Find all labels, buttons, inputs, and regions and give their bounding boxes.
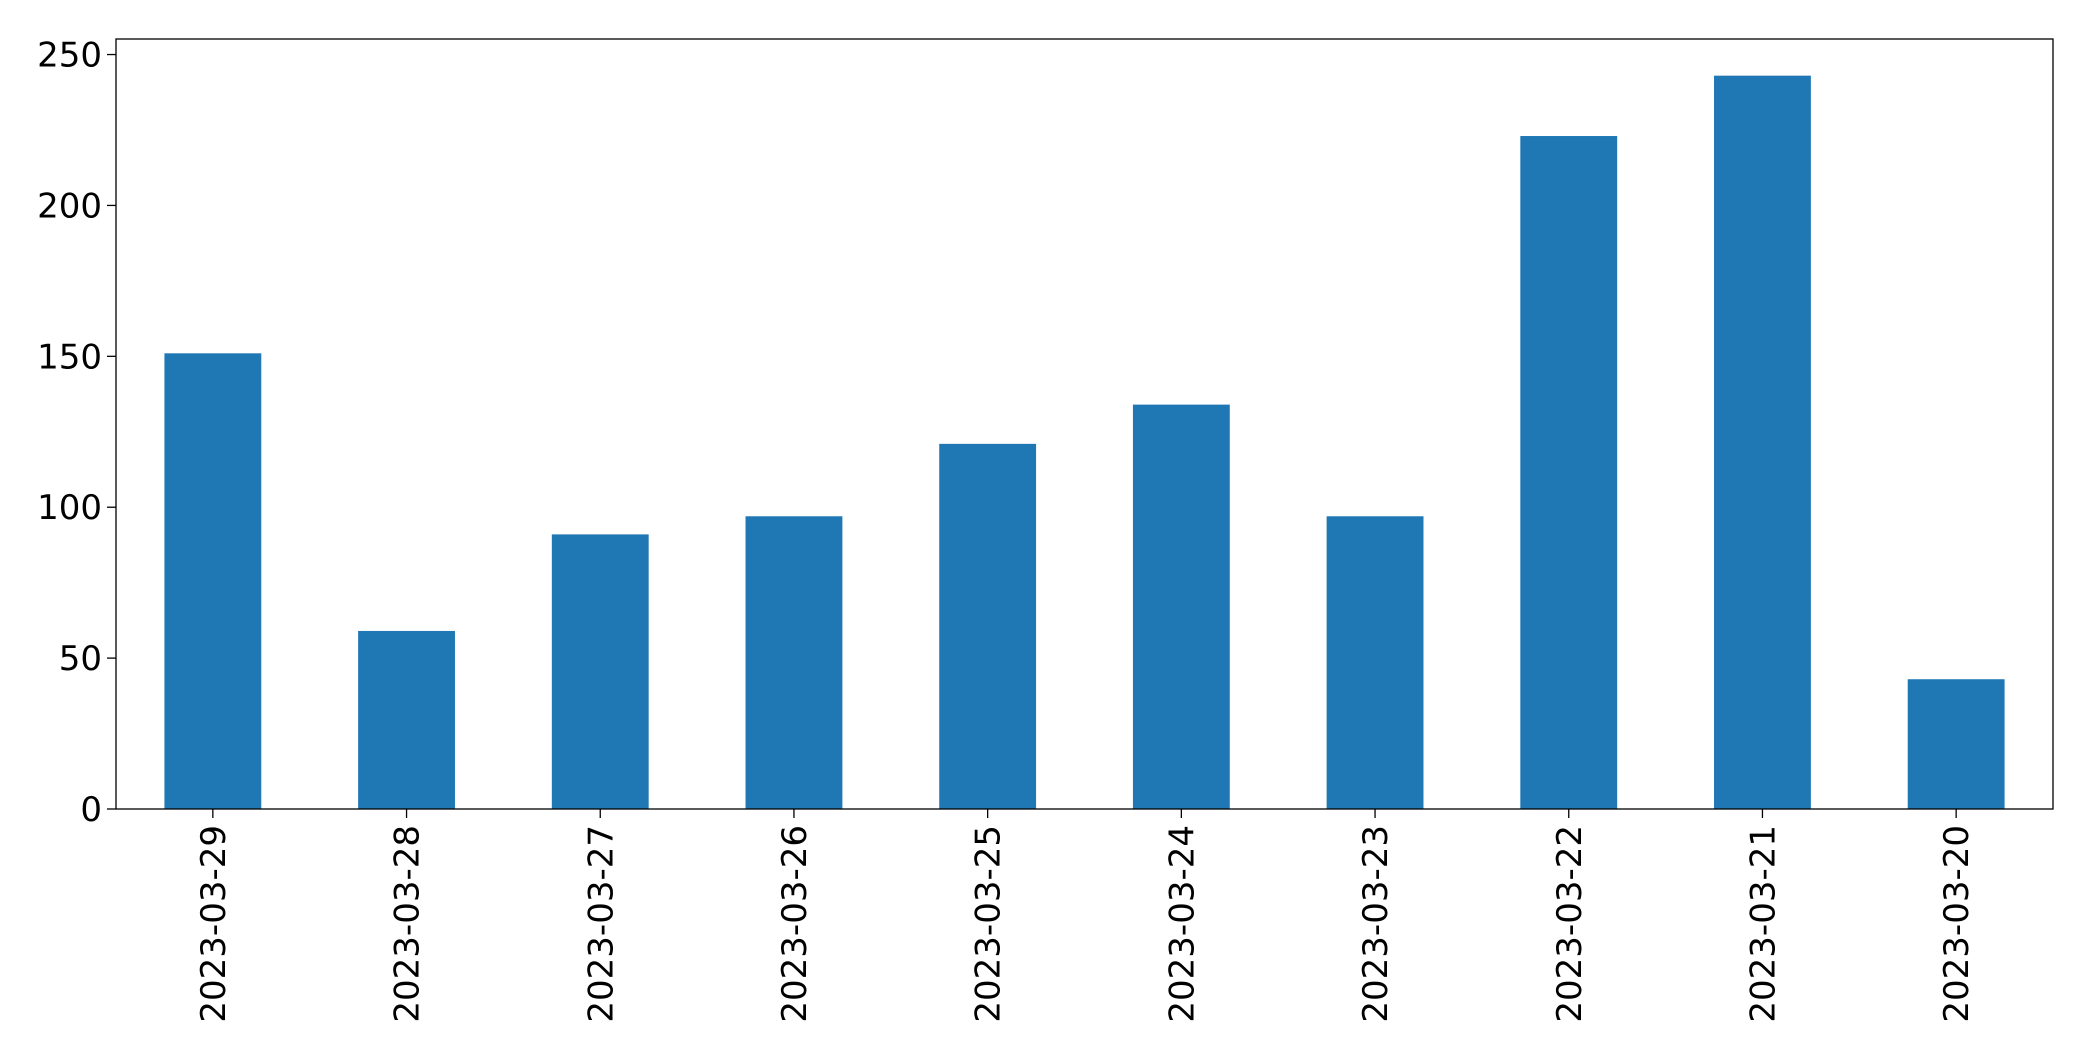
y-tick-label: 50 — [59, 639, 102, 679]
bar — [1714, 75, 1811, 809]
y-tick-label: 0 — [80, 790, 102, 830]
x-tick-label: 2023-03-29 — [194, 825, 234, 1023]
bar — [1907, 679, 2005, 809]
x-tick-label: 2023-03-21 — [1743, 825, 1783, 1023]
x-tick-label: 2023-03-25 — [969, 825, 1009, 1023]
x-tick-label: 2023-03-24 — [1162, 825, 1202, 1023]
x-tick-label: 2023-03-28 — [388, 825, 428, 1023]
y-tick-label: 100 — [37, 488, 102, 528]
y-tick-label: 200 — [37, 186, 102, 226]
y-tick-label: 250 — [37, 36, 102, 76]
bar — [358, 630, 455, 809]
bar — [939, 443, 1037, 809]
x-tick-label: 2023-03-27 — [581, 825, 621, 1023]
plot-frame — [115, 38, 2054, 810]
x-tick-label: 2023-03-23 — [1356, 825, 1396, 1023]
bar — [745, 516, 843, 809]
bar — [1520, 136, 1618, 809]
y-tick-label: 150 — [37, 337, 102, 377]
x-tick-label: 2023-03-26 — [775, 825, 815, 1023]
x-tick-label: 2023-03-22 — [1550, 825, 1590, 1023]
bar — [551, 534, 649, 809]
x-tick-label: 2023-03-20 — [1937, 825, 1977, 1023]
bar — [1132, 404, 1230, 809]
bar — [164, 353, 262, 809]
bar — [1326, 516, 1424, 809]
